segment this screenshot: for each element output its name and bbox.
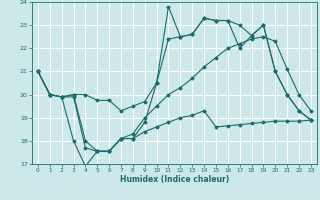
- X-axis label: Humidex (Indice chaleur): Humidex (Indice chaleur): [120, 175, 229, 184]
